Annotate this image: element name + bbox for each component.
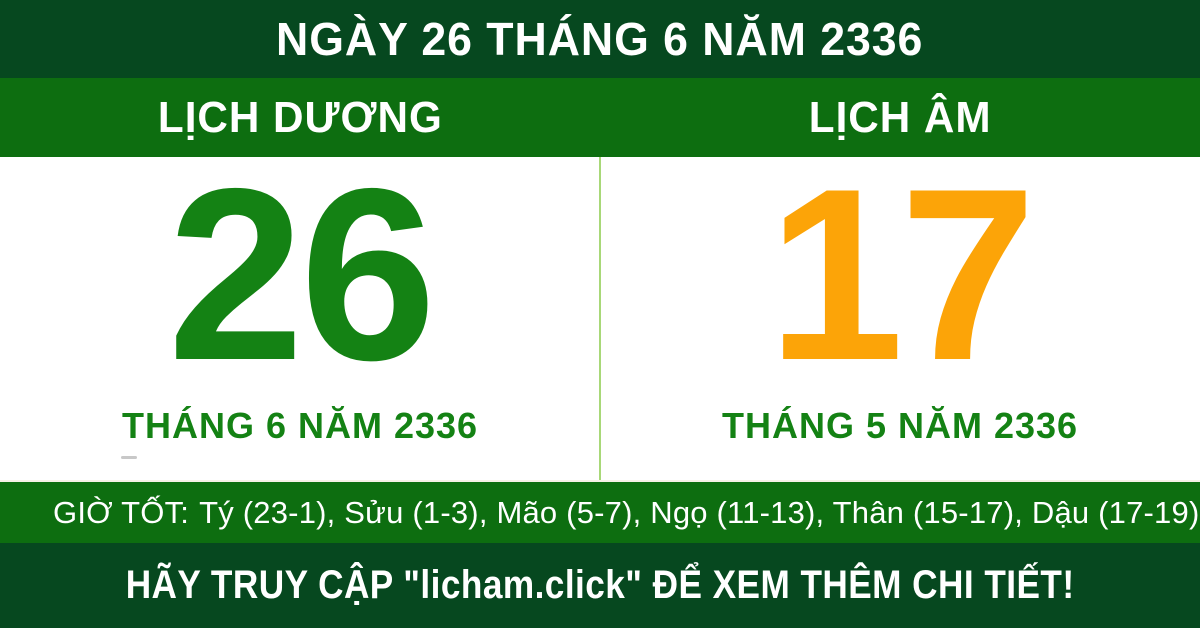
footer-cta: HÃY TRUY CẬP "licham.click" ĐỂ XEM THÊM …	[125, 563, 1075, 607]
calendar-body: 26 THÁNG 6 NĂM 2336 17 THÁNG 5 NĂM 2336	[0, 137, 1200, 480]
good-hours-list: Tý (23-1), Sửu (1-3), Mão (5-7), Ngọ (11…	[199, 494, 1200, 530]
solar-month-label: THÁNG 6 NĂM 2336	[121, 405, 479, 446]
lunar-header-cell: LỊCH ÂM	[600, 78, 1200, 157]
solar-panel: 26 THÁNG 6 NĂM 2336	[0, 137, 600, 480]
good-hours-label: GIỜ TỐT:	[53, 494, 190, 530]
solar-header-cell: LỊCH DƯƠNG	[0, 78, 600, 157]
column-divider	[599, 157, 601, 480]
solar-header-label: LỊCH DƯƠNG	[157, 92, 443, 142]
banner-title: NGÀY 26 THÁNG 6 NĂM 2336	[276, 13, 924, 65]
calendar-header-row: LỊCH DƯƠNG LỊCH ÂM	[0, 78, 1200, 157]
smudge-artifact	[121, 456, 137, 459]
footer-banner: HÃY TRUY CẬP "licham.click" ĐỂ XEM THÊM …	[0, 543, 1200, 628]
good-hours-bar: GIỜ TỐT: Tý (23-1), Sửu (1-3), Mão (5-7)…	[0, 480, 1200, 543]
lunar-day-number: 17	[767, 137, 1037, 411]
date-banner: NGÀY 26 THÁNG 6 NĂM 2336	[0, 0, 1200, 78]
lunar-panel: 17 THÁNG 5 NĂM 2336	[600, 137, 1200, 480]
lunar-month-label: THÁNG 5 NĂM 2336	[721, 405, 1079, 446]
lunar-header-label: LỊCH ÂM	[808, 92, 992, 142]
solar-day-number: 26	[167, 137, 437, 411]
